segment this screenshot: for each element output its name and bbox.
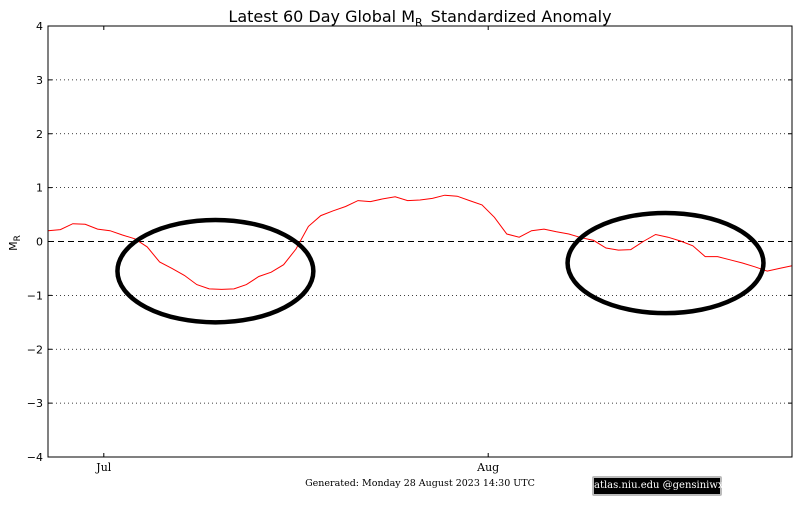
y-axis-label: MR: [7, 235, 23, 251]
y-tick-label: 4: [36, 20, 43, 33]
y-tick-label: −4: [27, 451, 43, 464]
x-tick-label: Aug: [476, 461, 499, 474]
series-line: [47, 194, 793, 290]
plot-frame: [47, 25, 793, 458]
chart-title: Latest 60 Day Global MR Standardized Anom…: [228, 7, 611, 29]
ylabel-main: M: [7, 241, 20, 251]
generated-timestamp: Generated: Monday 28 August 2023 14:30 U…: [305, 478, 535, 489]
grid-lines: [48, 79, 792, 404]
annotation-ellipse: [115, 217, 316, 325]
y-tick-label: 2: [36, 128, 43, 141]
credit-badge: atlas.niu.edu @gensiniwx: [592, 476, 724, 496]
x-tick-label: Jul: [95, 461, 111, 474]
y-tick-label: 3: [36, 74, 43, 87]
y-tick-label: 0: [36, 236, 43, 249]
y-tick-label: −2: [27, 343, 43, 356]
title-rest: Standardized Anomaly: [431, 7, 612, 26]
y-tick-label: −1: [27, 289, 43, 302]
series-group: [47, 194, 793, 290]
x-axis-ticks: Jul Aug: [95, 26, 499, 474]
y-tick-label: 1: [36, 182, 43, 195]
y-tick-label: −3: [27, 397, 43, 410]
ylabel-subscript: R: [13, 235, 23, 241]
title-subscript: R: [415, 16, 423, 29]
annotation-ellipse: [565, 210, 766, 316]
title-main: Latest 60 Day Global M: [228, 7, 415, 26]
annotation-group: [115, 210, 766, 325]
